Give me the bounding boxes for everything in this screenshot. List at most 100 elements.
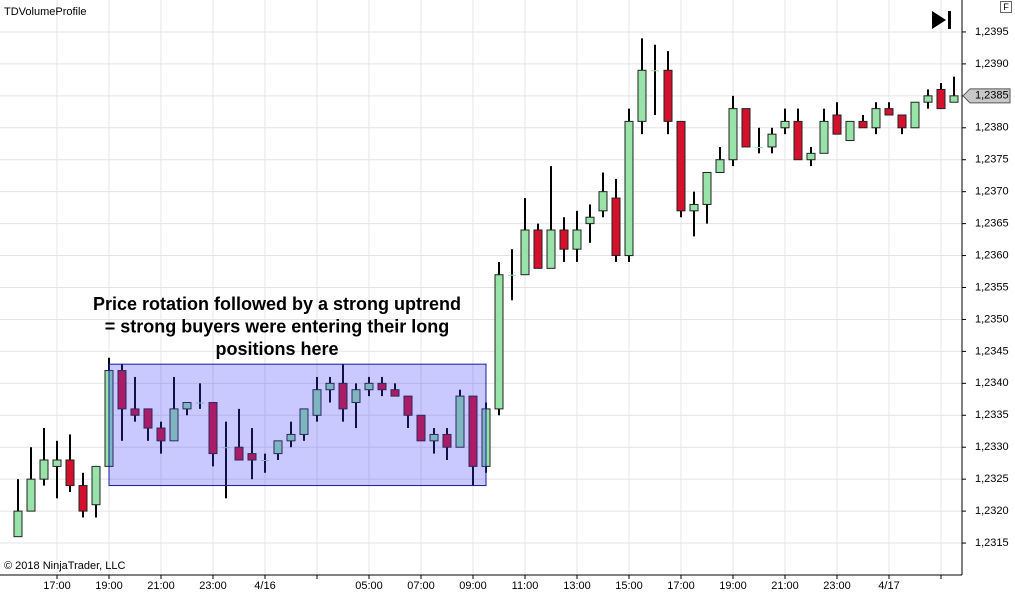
x-tick-label: 17:00 <box>43 580 71 592</box>
candle-body <box>351 389 361 404</box>
candle-body <box>676 120 686 212</box>
candle-body <box>572 229 582 250</box>
grid <box>0 0 962 575</box>
candle-body <box>325 382 335 391</box>
x-tick-label: 23:00 <box>199 580 227 592</box>
candle-body <box>222 447 230 449</box>
x-tick-label: 21:00 <box>147 580 175 592</box>
candle-body <box>247 453 257 461</box>
x-tick-label: 19:00 <box>95 580 123 592</box>
marks <box>13 38 959 538</box>
x-tick-label: 21:00 <box>771 580 799 592</box>
candle-body <box>663 69 673 122</box>
candle-body <box>598 191 608 212</box>
f-button[interactable]: F <box>1000 1 1012 13</box>
x-tick-label: 07:00 <box>407 580 435 592</box>
candle-body <box>78 485 88 512</box>
y-tick-label: 1,2360 <box>975 249 1009 261</box>
x-tick-label: 13:00 <box>563 580 591 592</box>
y-tick-label: 1,2395 <box>975 26 1009 38</box>
y-tick-label: 1,2365 <box>975 218 1009 230</box>
candle-body <box>196 402 204 404</box>
candle-body <box>637 69 647 122</box>
candle-body <box>455 395 465 448</box>
candle-body <box>845 120 855 142</box>
chart-title: TDVolumeProfile <box>4 6 87 18</box>
candle-body <box>429 433 439 442</box>
bar-icon[interactable] <box>948 11 951 29</box>
candle-body <box>91 465 101 506</box>
candle-body <box>884 108 894 116</box>
candle-body <box>689 203 699 212</box>
y-tick-label: 1,2340 <box>975 377 1009 389</box>
candle-body <box>416 414 426 442</box>
y-tick-label: 1,2335 <box>975 409 1009 421</box>
candle-body <box>949 95 959 103</box>
candle-body <box>468 395 478 467</box>
copyright: © 2018 NinjaTrader, LLC <box>4 560 125 572</box>
x-tick-label: 19:00 <box>719 580 747 592</box>
last-price-label: 1,2385 <box>975 90 1009 102</box>
annotation: = strong buyers were entering their long <box>105 316 450 336</box>
candle-body <box>117 370 127 410</box>
y-tick-label: 1,2325 <box>975 473 1009 485</box>
candle-body <box>755 146 763 148</box>
candle-body <box>923 95 933 103</box>
candle-body <box>871 108 881 129</box>
candle-body <box>715 159 725 174</box>
candle-body <box>806 152 816 161</box>
candle-body <box>39 459 49 480</box>
candle-body <box>508 274 516 276</box>
candle-body <box>651 70 659 72</box>
candle-body <box>780 120 790 129</box>
y-tick-label: 1,2375 <box>975 154 1009 166</box>
candle-body <box>26 478 36 512</box>
candle-body <box>559 229 569 250</box>
candle-body <box>767 133 777 148</box>
candle-body <box>299 408 309 435</box>
candle-body <box>390 389 400 397</box>
x-tick-label: 09:00 <box>459 580 487 592</box>
x-tick-label: 17:00 <box>667 580 695 592</box>
candle-body <box>273 440 283 455</box>
candle-body <box>624 120 634 257</box>
candle-body <box>52 459 62 467</box>
candle-body <box>858 120 868 129</box>
highlight-box <box>108 363 487 487</box>
x-tick-label: 4/16 <box>254 580 275 592</box>
candle-body <box>741 108 751 148</box>
candle-body <box>377 382 387 391</box>
candle-body <box>261 460 269 461</box>
y-tick-label: 1,2330 <box>975 441 1009 453</box>
candle-body <box>442 433 452 448</box>
candle-body <box>169 408 179 442</box>
candle-body <box>533 229 543 269</box>
candle-body <box>936 88 946 110</box>
y-tick-label: 1,2320 <box>975 505 1009 517</box>
candle-body <box>143 408 153 429</box>
f-label[interactable]: F <box>1003 2 1009 12</box>
candle-body <box>403 395 413 416</box>
candle-body <box>832 114 842 135</box>
annotation: Price rotation followed by a strong uptr… <box>93 294 461 314</box>
candle-body <box>611 197 621 257</box>
candle-body <box>234 446 244 461</box>
x-tick-label: 23:00 <box>823 580 851 592</box>
candle-body <box>793 120 803 161</box>
last-price-marker <box>962 88 1011 104</box>
candle-body <box>585 216 595 225</box>
jump-to-end-button[interactable] <box>932 11 951 29</box>
candle-body <box>208 402 218 455</box>
candle-body <box>364 382 374 391</box>
f-box[interactable] <box>1000 1 1012 13</box>
x-tick-label: 11:00 <box>512 580 539 592</box>
candle-body <box>494 274 504 410</box>
candle-body <box>130 408 140 416</box>
play-icon[interactable] <box>932 11 946 29</box>
candle-body <box>728 108 738 161</box>
candle-body <box>156 427 166 442</box>
candle-body <box>65 459 75 487</box>
y-tick-label: 1,2315 <box>975 537 1009 549</box>
candle-body <box>338 382 348 410</box>
